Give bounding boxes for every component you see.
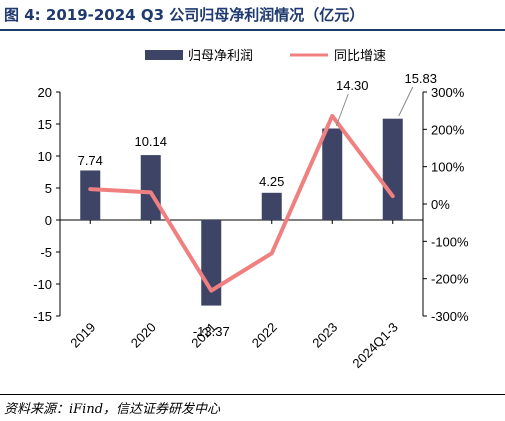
bar-value-label: 10.14 bbox=[134, 134, 167, 149]
bar-value-label: 4.25 bbox=[259, 174, 284, 189]
source-note: 资料来源：iFind，信达证券研发中心 bbox=[4, 402, 221, 417]
category-label: 2022 bbox=[249, 320, 280, 351]
legend-bar-swatch bbox=[145, 50, 183, 60]
left-tick-label: 10 bbox=[38, 149, 52, 164]
bar-value-label: -13.37 bbox=[193, 324, 230, 339]
growth-line bbox=[88, 113, 395, 293]
source-divider bbox=[0, 394, 505, 395]
category-label: 2019 bbox=[67, 320, 98, 351]
figure-title: 图 4: 2019-2024 Q3 公司归母净利润情况（亿元） bbox=[4, 6, 365, 24]
bar-2020 bbox=[140, 155, 161, 220]
category-label: 2024Q1-3 bbox=[349, 320, 400, 371]
category-label: 2023 bbox=[309, 320, 340, 351]
bar-value-label: 7.74 bbox=[78, 153, 103, 168]
bar-2024Q1-3 bbox=[382, 118, 403, 220]
profit-chart: 归母净利润 同比增速 20 15 10 5 0 -5 -10 -15 300% 200% 100% 0… bbox=[33, 48, 469, 371]
legend-bar-label: 归母净利润 bbox=[188, 48, 253, 63]
bar-2022 bbox=[261, 192, 282, 220]
title-divider bbox=[0, 29, 505, 31]
left-tick-label: 15 bbox=[38, 117, 52, 132]
right-tick-label: 300% bbox=[431, 85, 465, 100]
label-leader bbox=[335, 93, 349, 127]
left-tick-label: 5 bbox=[45, 181, 52, 196]
left-tick-label: 20 bbox=[38, 85, 52, 100]
legend: 归母净利润 同比增速 bbox=[145, 48, 386, 63]
label-leader bbox=[398, 86, 414, 117]
bar-2021 bbox=[201, 220, 222, 306]
bar-value-label: 15.83 bbox=[404, 71, 437, 86]
bar-2019 bbox=[80, 170, 101, 220]
category-label: 2020 bbox=[128, 320, 159, 351]
right-tick-label: 100% bbox=[431, 160, 465, 175]
right-tick-label: -100% bbox=[431, 234, 469, 249]
legend-line-label: 同比增速 bbox=[334, 48, 386, 63]
right-tick-label: -300% bbox=[431, 309, 469, 324]
left-tick-label: -15 bbox=[33, 309, 52, 324]
bar-2023 bbox=[322, 128, 343, 220]
left-tick-label: 0 bbox=[45, 213, 52, 228]
right-tick-label: -200% bbox=[431, 272, 469, 287]
right-tick-label: 200% bbox=[431, 122, 465, 137]
bar-value-label: 14.30 bbox=[336, 78, 369, 93]
right-tick-label: 0% bbox=[431, 197, 450, 212]
left-tick-label: -10 bbox=[33, 277, 52, 292]
left-tick-label: -5 bbox=[40, 245, 52, 260]
